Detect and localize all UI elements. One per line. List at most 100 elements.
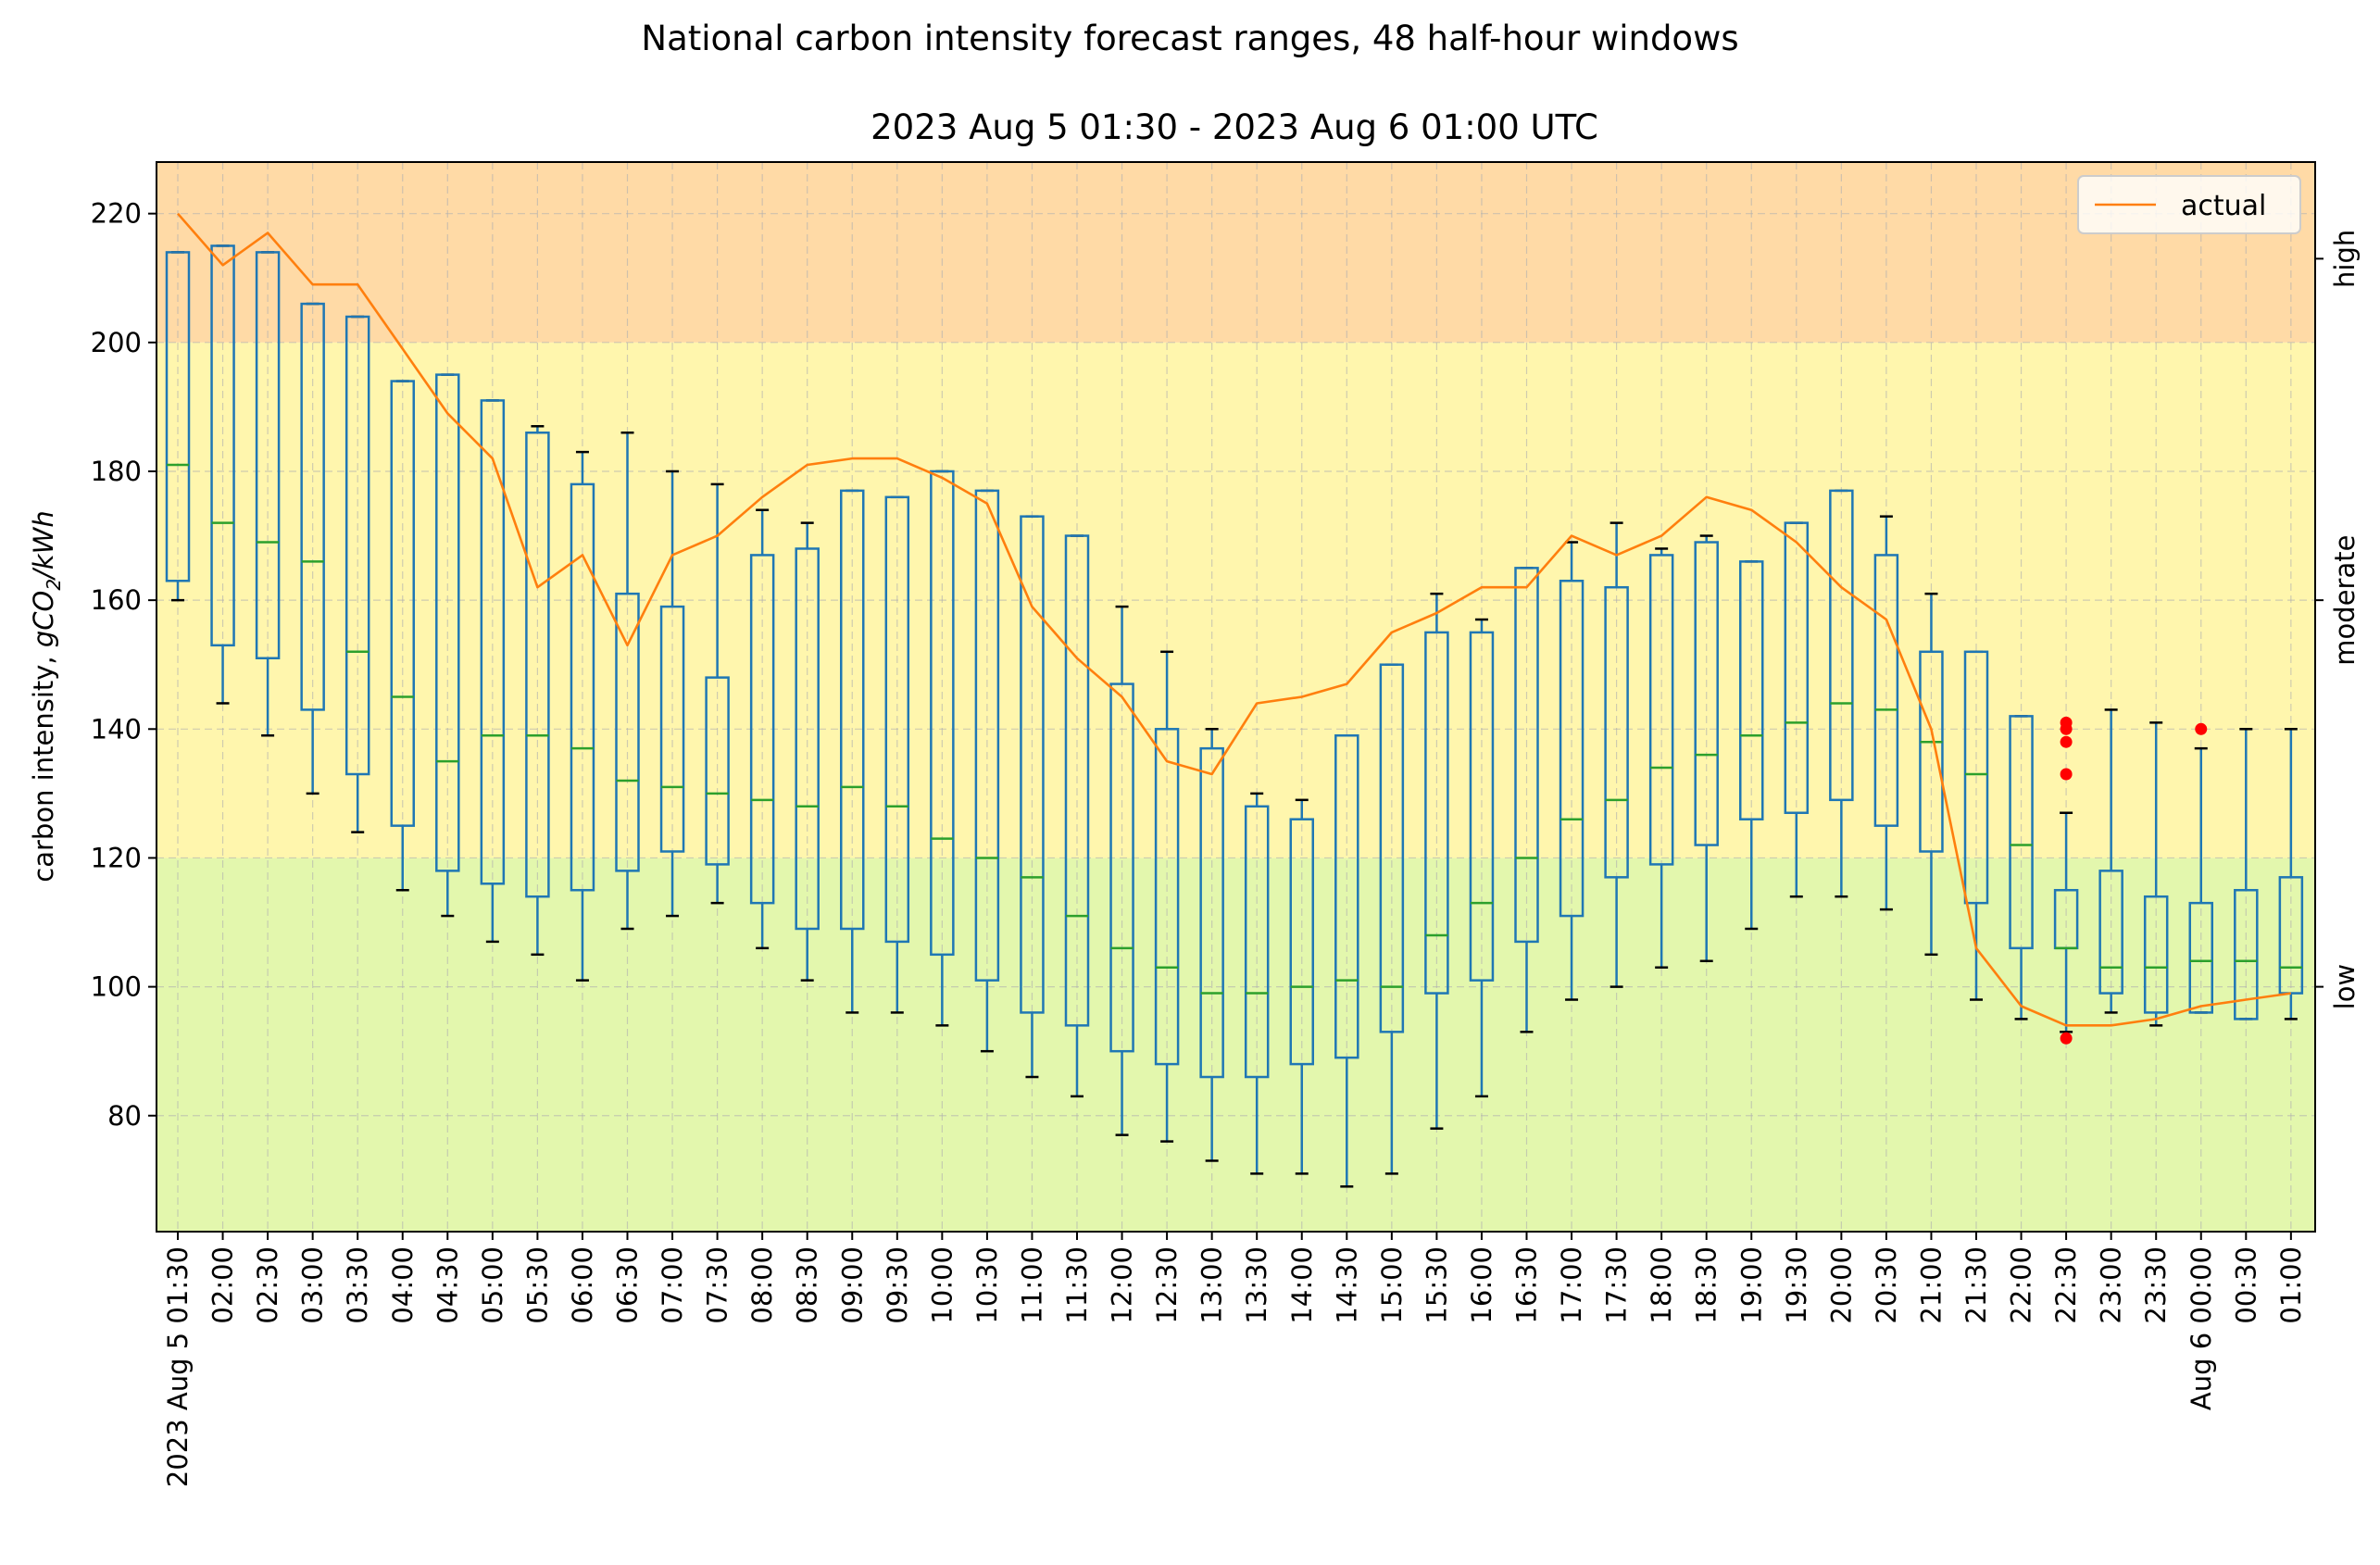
band-label-low: low bbox=[2329, 964, 2361, 1010]
x-tick-label: 06:30 bbox=[612, 1246, 644, 1324]
x-tick-label: 17:00 bbox=[1556, 1246, 1587, 1324]
band-high bbox=[157, 162, 2315, 343]
x-tick-label: 17:30 bbox=[1601, 1246, 1633, 1324]
box-iqr bbox=[255, 251, 281, 660]
y-tick-label: 140 bbox=[91, 713, 142, 745]
box-33 bbox=[1648, 547, 1674, 969]
box-39 bbox=[1919, 592, 1944, 957]
y-tick-label: 160 bbox=[91, 584, 142, 616]
box-37 bbox=[1829, 489, 1854, 898]
box-iqr bbox=[1963, 650, 1989, 905]
y-tick-label: 180 bbox=[91, 456, 142, 487]
x-tick-label: 03:00 bbox=[297, 1246, 329, 1324]
y-tick-label: 80 bbox=[107, 1100, 142, 1132]
box-iqr bbox=[840, 489, 865, 931]
y-axis-ticks: 80 100 120 140 160 180 200 220 bbox=[91, 198, 157, 1132]
box-iqr bbox=[1379, 663, 1405, 1033]
box-47 bbox=[2278, 728, 2304, 1020]
box-iqr bbox=[1244, 805, 1270, 1079]
y-axis-label: carbon intensity, gCO2/kWh bbox=[28, 510, 65, 882]
box-iqr bbox=[1289, 818, 1314, 1066]
x-tick-label: 14:30 bbox=[1331, 1246, 1362, 1324]
x-tick-label: 18:00 bbox=[1646, 1246, 1677, 1324]
x-tick-label: 19:30 bbox=[1781, 1246, 1812, 1324]
x-tick-label: 22:30 bbox=[2050, 1246, 2082, 1324]
box-40 bbox=[1963, 650, 1989, 1001]
x-tick-label: Aug 6 00:00 bbox=[2186, 1246, 2217, 1410]
box-iqr bbox=[165, 251, 191, 582]
box-iqr bbox=[1199, 746, 1224, 1079]
box-iqr bbox=[300, 302, 325, 711]
x-tick-label: 06:00 bbox=[567, 1246, 598, 1324]
x-tick-label: 00:30 bbox=[2230, 1246, 2261, 1324]
box-iqr bbox=[1109, 682, 1134, 1053]
box-iqr bbox=[705, 676, 730, 866]
box-iqr bbox=[344, 315, 370, 776]
box-6 bbox=[435, 373, 460, 918]
actual-line bbox=[177, 212, 2291, 1027]
box-27 bbox=[1379, 663, 1405, 1175]
box-iqr bbox=[1154, 728, 1180, 1066]
y-tick-label: 120 bbox=[91, 842, 142, 873]
x-tick-label: 21:30 bbox=[1960, 1246, 1992, 1324]
x-tick-label: 07:30 bbox=[702, 1246, 733, 1324]
y-axis-label-prefix: carbon intensity, bbox=[28, 647, 59, 883]
box-26 bbox=[1334, 733, 1359, 1188]
legend: actual bbox=[2077, 175, 2301, 234]
box-iqr bbox=[1784, 521, 1810, 814]
box-0 bbox=[165, 251, 191, 602]
y-tick-label: 100 bbox=[91, 971, 142, 1003]
box-iqr bbox=[930, 470, 955, 957]
box-iqr bbox=[1469, 631, 1495, 982]
box-35 bbox=[1739, 560, 1764, 931]
box-13 bbox=[749, 508, 775, 950]
x-tick-label: 20:30 bbox=[1871, 1246, 1902, 1324]
outlier-points bbox=[2060, 716, 2208, 1045]
x-tick-label: 18:30 bbox=[1691, 1246, 1722, 1324]
x-tick-label: 07:00 bbox=[657, 1246, 688, 1324]
box-11 bbox=[659, 470, 685, 918]
x-tick-label: 10:30 bbox=[971, 1246, 1003, 1324]
x-tick-label: 09:30 bbox=[882, 1246, 913, 1324]
box-iqr bbox=[2098, 870, 2123, 995]
y-axis-label-sub: 2 bbox=[43, 579, 65, 591]
x-tick-label: 03:30 bbox=[342, 1246, 373, 1324]
box-45 bbox=[2188, 746, 2213, 1014]
box-34 bbox=[1694, 534, 1719, 963]
box-plots bbox=[165, 244, 2304, 1188]
x-tick-label: 11:30 bbox=[1061, 1246, 1093, 1324]
box-iqr bbox=[749, 554, 775, 905]
x-tick-label: 02:30 bbox=[252, 1246, 283, 1324]
x-tick-label: 05:30 bbox=[521, 1246, 553, 1324]
box-iqr bbox=[884, 495, 910, 944]
band-label-high: high bbox=[2329, 230, 2361, 288]
box-iqr bbox=[659, 605, 685, 853]
box-iqr bbox=[615, 592, 640, 872]
box-iqr bbox=[1020, 515, 1045, 1014]
x-tick-label: 13:30 bbox=[1241, 1246, 1272, 1324]
x-tick-label: 23:00 bbox=[2096, 1246, 2127, 1324]
box-iqr bbox=[1873, 554, 1899, 827]
box-7 bbox=[480, 399, 506, 944]
box-31 bbox=[1559, 541, 1585, 1001]
outlier-point bbox=[2195, 722, 2208, 735]
box-9 bbox=[570, 450, 595, 982]
box-22 bbox=[1154, 650, 1180, 1143]
x-tick-label: 04:00 bbox=[387, 1246, 419, 1324]
box-iqr bbox=[1739, 560, 1764, 820]
box-iqr bbox=[1514, 567, 1539, 944]
box-iqr bbox=[390, 380, 415, 827]
legend-box bbox=[2077, 175, 2301, 234]
box-24 bbox=[1244, 792, 1270, 1175]
box-iqr bbox=[1559, 580, 1585, 918]
x-tick-label: 15:30 bbox=[1421, 1246, 1452, 1324]
box-1 bbox=[210, 244, 235, 705]
box-25 bbox=[1289, 798, 1314, 1175]
box-12 bbox=[705, 482, 730, 905]
box-iqr bbox=[795, 547, 820, 931]
box-38 bbox=[1873, 515, 1899, 911]
y-tick-label: 200 bbox=[91, 327, 142, 358]
box-iqr bbox=[974, 489, 1000, 982]
box-iqr bbox=[1334, 733, 1359, 1059]
x-tick-label: 23:30 bbox=[2140, 1246, 2172, 1324]
